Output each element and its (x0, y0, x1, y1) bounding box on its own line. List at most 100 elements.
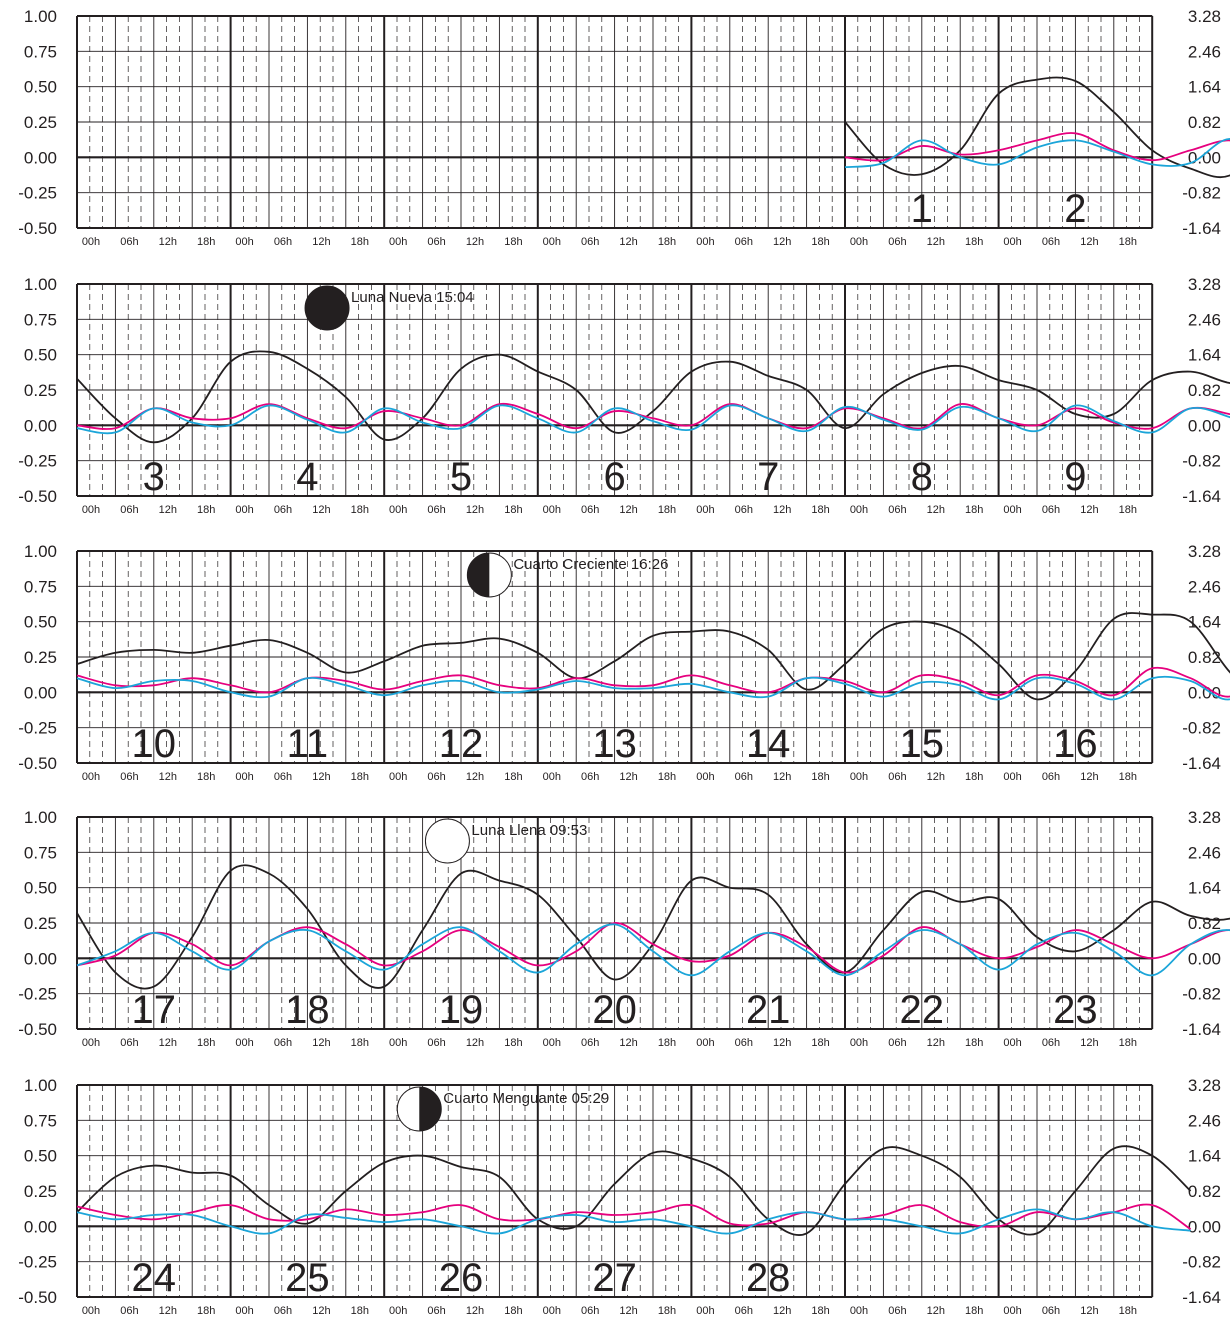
x-tick-label: 06h (581, 504, 599, 516)
y-tick-label-right: 0.82 (1188, 648, 1221, 667)
y-tick-label-right: 1.64 (1188, 613, 1221, 632)
x-tick-label: 00h (235, 1037, 253, 1049)
x-tick-label: 06h (427, 771, 445, 783)
series-line-black (844, 76, 1230, 179)
x-tick-label: 00h (82, 504, 100, 516)
series-line-magenta (76, 1203, 1192, 1230)
x-tick-label: 12h (619, 771, 637, 783)
y-tick-label-right: -0.82 (1182, 452, 1221, 471)
x-tick-label: 12h (466, 1305, 484, 1317)
y-tick-label-right: -1.64 (1182, 487, 1221, 506)
x-tick-label: 06h (581, 1037, 599, 1049)
x-tick-label: 06h (735, 236, 753, 248)
x-tick-label: 12h (312, 1037, 330, 1049)
y-tick-label-left: 1.00 (24, 542, 57, 561)
day-number-label: 28 (746, 1256, 791, 1300)
x-tick-label: 06h (274, 1037, 292, 1049)
x-tick-label: 00h (235, 504, 253, 516)
day-number-label: 11 (287, 722, 329, 766)
day-number-label: 26 (439, 1256, 484, 1300)
y-tick-label-left: 0.00 (24, 949, 57, 968)
y-tick-label-right: 1.64 (1188, 346, 1221, 365)
y-tick-label-right: 1.64 (1188, 78, 1221, 97)
x-tick-label: 06h (735, 1037, 753, 1049)
x-tick-label: 06h (888, 771, 906, 783)
y-tick-label-left: 0.75 (24, 42, 57, 61)
series-line-black (76, 864, 1230, 990)
x-tick-label: 18h (197, 236, 215, 248)
x-tick-label: 00h (850, 771, 868, 783)
x-tick-label: 18h (1119, 1037, 1137, 1049)
y-tick-label-left: -0.50 (18, 487, 57, 506)
moon-phase-label: Cuarto Menguante 05:29 (443, 1090, 609, 1107)
x-tick-label: 00h (1003, 1305, 1021, 1317)
series-line-cyan (76, 404, 1230, 435)
day-number-label: 3 (143, 455, 165, 499)
x-tick-label: 18h (965, 1037, 983, 1049)
y-tick-label-left: 1.00 (24, 1076, 57, 1095)
x-tick-label: 18h (811, 771, 829, 783)
panel-week-5: 1.00 0.75 0.50 0.25 0.00 -0.25 -0.50 3.28 2.46 1.… (18, 1076, 1221, 1317)
x-tick-label: 00h (696, 504, 714, 516)
x-tick-label: 06h (1042, 236, 1060, 248)
day-number-label: 13 (592, 722, 637, 766)
moon-phase: Luna Llena 09:53 (424, 818, 587, 864)
x-tick-label: 18h (504, 771, 522, 783)
y-tick-label-right: 2.46 (1188, 577, 1221, 596)
x-tick-label: 06h (120, 236, 138, 248)
y-tick-label-right: 3.28 (1188, 1076, 1221, 1095)
y-tick-label-left: 0.50 (24, 346, 57, 365)
x-tick-label: 00h (543, 236, 561, 248)
series-line-cyan (76, 923, 1230, 977)
series-group (76, 1145, 1192, 1236)
y-tick-label-left: -0.50 (18, 1020, 57, 1039)
x-tick-label: 18h (811, 236, 829, 248)
x-tick-label: 06h (120, 504, 138, 516)
x-tick-label: 00h (1003, 771, 1021, 783)
day-number-label: 15 (900, 722, 945, 766)
y-tick-label-left: 0.00 (24, 1217, 57, 1236)
x-tick-label: 18h (1119, 236, 1137, 248)
x-tick-label: 00h (1003, 1037, 1021, 1049)
day-number-label: 2 (1064, 187, 1086, 231)
x-tick-label: 06h (274, 236, 292, 248)
x-tick-label: 00h (1003, 504, 1021, 516)
day-number-label: 20 (592, 988, 637, 1032)
day-number-label: 24 (132, 1256, 177, 1300)
x-tick-label: 06h (888, 1037, 906, 1049)
x-tick-label: 06h (581, 1305, 599, 1317)
x-tick-label: 00h (235, 771, 253, 783)
day-number-label: 18 (285, 988, 330, 1032)
panel-week-4: 1.00 0.75 0.50 0.25 0.00 -0.25 -0.50 3.28 2.46 1.… (18, 808, 1230, 1049)
y-tick-label-left: 1.00 (24, 7, 57, 26)
day-number-label: 1 (911, 187, 933, 231)
x-tick-label: 06h (120, 771, 138, 783)
x-tick-label: 12h (159, 1305, 177, 1317)
y-tick-label-left: 0.00 (24, 148, 57, 167)
series-line-magenta (844, 132, 1230, 162)
x-tick-label: 00h (543, 504, 561, 516)
y-tick-label-right: 0.82 (1188, 381, 1221, 400)
y-tick-label-left: 1.00 (24, 275, 57, 294)
moon-phase: Cuarto Creciente 16:26 (466, 552, 668, 598)
x-tick-label: 06h (581, 771, 599, 783)
x-tick-label: 00h (389, 771, 407, 783)
x-tick-label: 12h (619, 1037, 637, 1049)
x-tick-label: 12h (773, 236, 791, 248)
y-tick-label-left: 0.50 (24, 78, 57, 97)
y-tick-label-left: 0.00 (24, 416, 57, 435)
grid (76, 816, 1154, 1030)
full-moon-icon (424, 818, 470, 864)
x-tick-label: 00h (850, 504, 868, 516)
day-number-label: 14 (746, 722, 791, 766)
x-tick-label: 00h (850, 236, 868, 248)
y-tick-label-right: 0.00 (1188, 949, 1221, 968)
x-tick-label: 06h (1042, 1037, 1060, 1049)
day-number-label: 5 (450, 455, 472, 499)
y-tick-label-right: 3.28 (1188, 275, 1221, 294)
x-tick-label: 12h (619, 1305, 637, 1317)
x-tick-label: 06h (581, 236, 599, 248)
series-line-black (76, 1145, 1192, 1236)
